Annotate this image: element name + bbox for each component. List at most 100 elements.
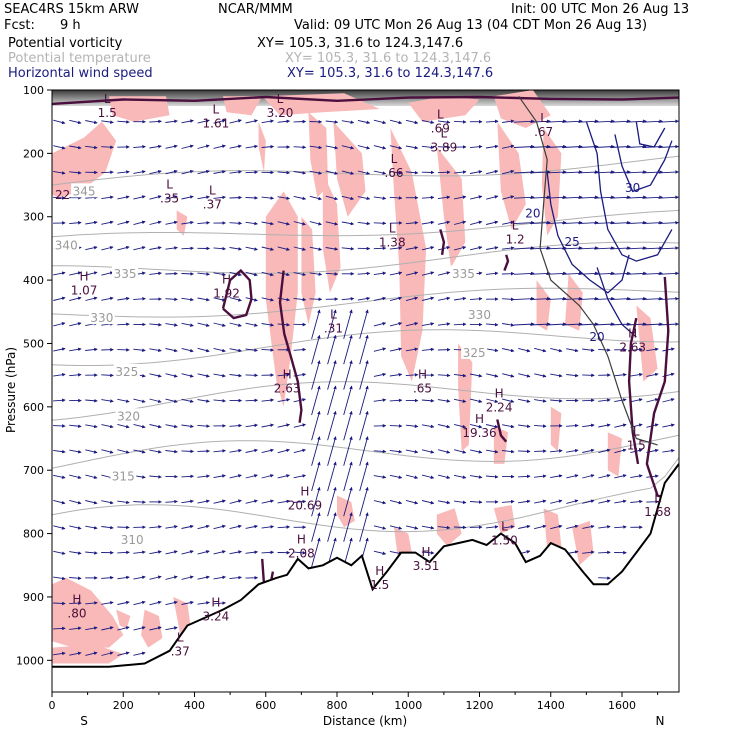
wind-vector-517 (213, 449, 226, 453)
wind-vector-409 (359, 360, 369, 390)
wind-vector-442 (261, 398, 275, 402)
wind-vector-634 (245, 524, 258, 529)
wind-vector-692 (133, 575, 146, 580)
wind-vector-415 (453, 373, 467, 378)
wind-vector-707 (149, 600, 162, 606)
wind-vector-296 (421, 296, 435, 301)
wind-vector-572 (469, 475, 483, 479)
pv-extremum-value-13: 1.92 (213, 286, 240, 300)
pv-contour-5 (645, 276, 670, 500)
wind-speed-contour-0 (546, 172, 630, 294)
wind-vector-174 (341, 221, 355, 226)
wind-vector-309 (626, 296, 647, 301)
wind-vector-226 (546, 246, 567, 250)
wind-vector-470 (85, 424, 98, 429)
wind-vector-625 (101, 525, 114, 530)
wind-vector-496 (502, 424, 515, 429)
wind-vector-249 (293, 272, 307, 277)
plot-frame (51, 89, 680, 693)
wind-vector-110 (562, 170, 583, 174)
theta-label-bg-4 (88, 310, 115, 325)
pv-extremum-value-21: 20.69 (288, 499, 322, 513)
wind-vector-167 (229, 221, 243, 226)
pv-extremum-marker-17: H (418, 367, 427, 381)
wind-vector-308 (610, 296, 631, 301)
wind-vector-13 (261, 119, 274, 124)
wind-vector-704 (101, 601, 114, 605)
south-endpoint-label: S (80, 714, 88, 728)
theta-label-bg-1 (53, 237, 80, 252)
wind-vector-371 (373, 347, 387, 352)
wind-vector-581 (614, 474, 627, 479)
wind-vector-630 (181, 524, 194, 529)
wind-vector-39 (53, 145, 66, 150)
pv-shaded-region-10 (301, 216, 316, 325)
wind-vector-210 (293, 246, 306, 251)
pv-shaded-region-19 (493, 425, 508, 464)
wind-vector-372 (389, 347, 403, 352)
wind-vector-482 (277, 423, 290, 428)
wind-vector-320 (181, 322, 194, 327)
wind-vector-258 (437, 271, 451, 276)
wind-vector-14 (277, 119, 291, 124)
theta-label-bg-5 (466, 306, 493, 321)
wind-vector-640 (343, 512, 353, 542)
wind-vector-12 (245, 119, 258, 124)
wind-vector-378 (486, 348, 499, 353)
wind-vector-172 (309, 221, 322, 226)
wind-vector-89 (229, 170, 242, 174)
forecast-hour: 9 h (60, 18, 81, 33)
wind-vector-445 (311, 385, 321, 416)
wind-vector-148 (546, 195, 567, 200)
wind-vector-425 (614, 373, 627, 377)
wind-vector-271 (642, 271, 663, 276)
wind-vector-523 (311, 436, 321, 466)
pv-shaded-region-33 (394, 527, 412, 556)
wind-vector-269 (610, 271, 631, 276)
wind-vector-579 (582, 474, 595, 479)
wind-vector-171 (293, 221, 306, 226)
pv-extremum-value-8: .37 (203, 198, 222, 212)
pv-extremum-value-14: .31 (324, 321, 343, 335)
wind-vector-228 (578, 246, 599, 250)
wind-vector-99 (389, 170, 403, 175)
wind-vector-389 (662, 347, 675, 352)
wind-vector-88 (213, 170, 226, 174)
wind-vector-508 (69, 449, 82, 454)
wind-vector-115 (642, 170, 663, 174)
wind-vector-563 (327, 461, 337, 492)
wind-vector-74 (610, 144, 631, 149)
field-xy-theta: XY= 105.3, 31.6 to 124.3,147.6 (285, 51, 492, 66)
wind-vector-520 (261, 448, 274, 454)
wind-vector-592 (181, 499, 194, 504)
wind-vector-278 (133, 297, 146, 301)
wind-vector-231 (626, 246, 647, 250)
wind-vector-114 (626, 170, 647, 174)
wind-vector-562 (311, 461, 321, 492)
pv-shaded-region-16 (536, 280, 551, 331)
wind-vector-643 (389, 525, 403, 530)
wind-vector-569 (421, 474, 435, 480)
wind-vector-477 (197, 424, 210, 428)
pv-extremum-marker-21: H (300, 485, 309, 499)
pv-shaded-region-35 (607, 432, 622, 477)
wind-vector-322 (213, 322, 226, 327)
wind-vector-193 (642, 220, 663, 225)
wind-vector-46 (165, 144, 178, 149)
pv-contour-2 (278, 270, 303, 423)
wind-vector-480 (245, 423, 258, 428)
theta-label-bg-10 (119, 531, 146, 546)
field-label-pv: Potential vorticity (8, 36, 123, 51)
pv-shaded-region-29 (543, 508, 562, 550)
pv-extremum-marker-14: L (330, 307, 337, 321)
wind-vector-663 (117, 550, 130, 555)
wind-vector-387 (630, 347, 643, 352)
wind-vector-416 (469, 373, 483, 378)
wind-vector-695 (181, 575, 194, 580)
wind-vector-168 (245, 221, 258, 226)
wind-vector-420 (534, 373, 547, 378)
wind-vector-385 (598, 348, 611, 352)
pv-extremum-marker-4: L (441, 127, 448, 141)
terrain-surface-line (52, 463, 679, 668)
wind-vector-146 (513, 195, 535, 200)
